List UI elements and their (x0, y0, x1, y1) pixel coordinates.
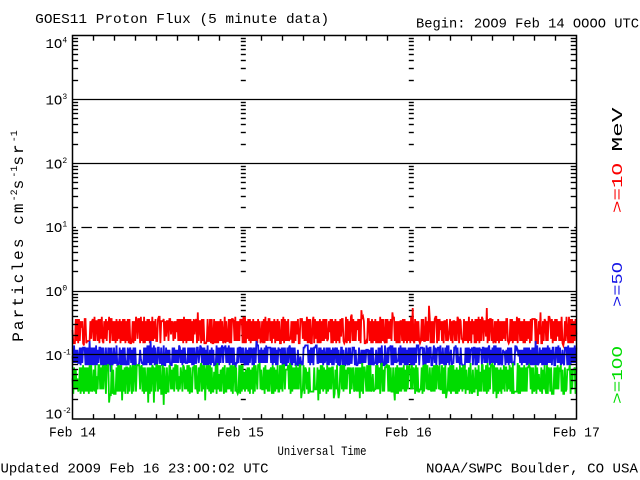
svg-text:Feb 15: Feb 15 (217, 427, 264, 442)
svg-text:Begin: 2OO9 Feb 14 OOOO UTC: Begin: 2OO9 Feb 14 OOOO UTC (416, 17, 639, 33)
svg-text:3: 3 (62, 93, 67, 102)
svg-text:NOAA/SWPC Boulder, CO USA: NOAA/SWPC Boulder, CO USA (426, 462, 639, 478)
svg-text:1O: 1O (46, 37, 63, 53)
svg-text:1O: 1O (46, 93, 63, 109)
svg-text:-1: -1 (62, 349, 71, 358)
svg-text:1O: 1O (46, 349, 63, 365)
svg-text:1O: 1O (46, 285, 63, 301)
svg-text:>=1O: >=1O (610, 163, 627, 213)
svg-text:Particles cm-2s-1sr-1: Particles cm-2s-1sr-1 (10, 130, 28, 342)
svg-text:4: 4 (62, 37, 67, 46)
svg-text:1: 1 (62, 221, 67, 230)
svg-text:-2: -2 (62, 407, 71, 416)
svg-text:Universal Time: Universal Time (278, 444, 367, 459)
svg-text:1O: 1O (46, 157, 63, 173)
svg-text:1O: 1O (46, 221, 63, 237)
svg-text:>=1OO: >=1OO (610, 346, 627, 404)
svg-text:1O: 1O (46, 408, 63, 424)
svg-text:Feb 14: Feb 14 (49, 427, 96, 442)
svg-text:Feb 17: Feb 17 (553, 427, 600, 442)
svg-text:0: 0 (62, 285, 67, 294)
svg-text:MeV: MeV (610, 108, 627, 152)
svg-text:GOES11 Proton Flux (5 minute d: GOES11 Proton Flux (5 minute data) (35, 12, 329, 28)
svg-text:Updated 2OO9 Feb 16 23:OO:O2 U: Updated 2OO9 Feb 16 23:OO:O2 UTC (1, 462, 269, 478)
svg-text:>=5O: >=5O (610, 262, 627, 307)
svg-text:Feb 16: Feb 16 (385, 427, 432, 442)
svg-text:2: 2 (62, 157, 67, 166)
